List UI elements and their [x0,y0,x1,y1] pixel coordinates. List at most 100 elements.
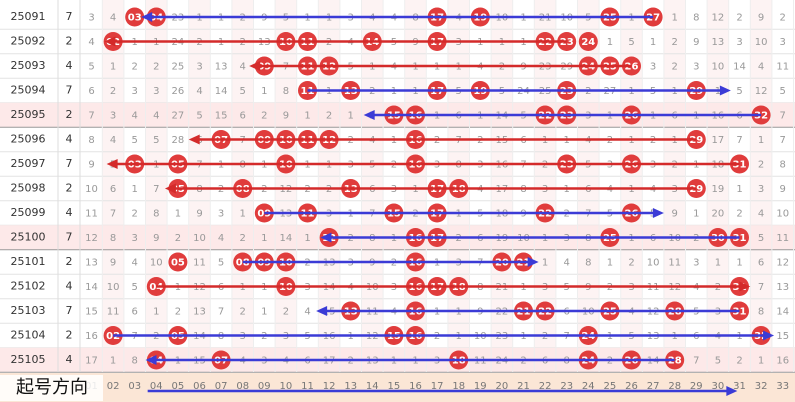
miss-count: 6 [132,307,138,318]
column-label: 09 [258,381,271,392]
miss-count: 5 [132,135,138,146]
miss-count: 9 [110,258,116,269]
miss-count: 1 [693,209,699,220]
miss-count: 4 [153,111,159,122]
miss-count: 7 [110,209,116,220]
issue: 25093 [11,59,46,72]
miss-count: 1 [672,13,678,24]
issue: 25103 [11,304,46,317]
miss-count: 26 [172,86,185,97]
miss-count: 2 [240,307,246,318]
column-stripe [750,0,772,372]
miss-count: 4 [240,62,246,73]
miss-count: 1 [758,135,764,146]
miss-count: 2 [132,209,138,220]
column-stripe [188,0,211,372]
miss-count: 10 [647,258,660,269]
direction-caption: 起号方向 [16,377,88,398]
miss-count: 4 [758,62,764,73]
arrow-head [726,386,738,396]
miss-count: 1 [261,233,267,244]
sum-value: 4 [66,133,73,146]
arrow-head [164,183,176,194]
column-label: 14 [366,381,379,392]
column-label: 02 [107,381,120,392]
miss-count: 10 [107,282,120,293]
miss-count: 10 [150,258,163,269]
miss-count: 4 [758,209,764,220]
column-label: 08 [236,381,249,392]
column-stripe [577,0,600,372]
column-label: 29 [690,381,703,392]
column-label: 23 [560,381,573,392]
miss-count: 5 [240,86,246,97]
ball-number: 28 [668,356,682,367]
miss-count: 3 [780,37,786,48]
miss-count: 8 [780,160,786,171]
issue: 25091 [11,10,46,23]
miss-count: 5 [88,62,94,73]
miss-count: 8 [153,209,159,220]
ball-number: 29 [689,184,703,195]
miss-count: 8 [693,13,699,24]
miss-count: 3 [758,184,764,195]
miss-count: 5 [196,111,202,122]
column-label: 06 [193,381,206,392]
column-label: 27 [647,381,660,392]
column-label: 11 [301,381,314,392]
miss-count: 1 [736,258,742,269]
miss-count: 14 [215,86,228,97]
miss-count: 4 [110,13,116,24]
column-stripe [620,0,643,372]
miss-count: 9 [693,37,699,48]
issue: 25101 [11,255,46,268]
footer: 0102030405060708091011121314151617181920… [0,373,795,402]
ball-number: 31 [733,160,747,171]
miss-count: 11 [668,258,681,269]
ball-number: 05 [171,258,185,269]
miss-count: 9 [780,184,786,195]
miss-count: 1 [607,37,613,48]
arrow-head [320,232,332,243]
miss-count: 7 [693,356,699,367]
column-label: 17 [431,381,444,392]
miss-count: 3 [218,209,224,220]
miss-count: 1 [175,209,181,220]
miss-count: 16 [776,356,789,367]
sum-value: 2 [66,108,73,121]
column-label: 07 [215,381,228,392]
column-label: 18 [452,381,465,392]
miss-count: 2 [153,62,159,73]
miss-count: 11 [107,307,120,318]
miss-count: 1 [650,37,656,48]
miss-count: 5 [715,356,721,367]
issue: 25099 [11,206,46,219]
ball [125,7,145,27]
miss-count: 14 [280,233,293,244]
column-label: 21 [517,381,530,392]
miss-count: 6 [88,86,94,97]
miss-count: 8 [283,86,289,97]
column-stripe [663,0,686,372]
issue: 25092 [11,35,46,48]
miss-count: 8 [585,258,591,269]
column-label: 15 [388,381,401,392]
miss-count: 7 [780,135,786,146]
miss-count: 9 [196,209,202,220]
sum-value: 7 [66,84,73,97]
column-label: 05 [172,381,185,392]
column-label: 28 [668,381,681,392]
issue: 25097 [11,157,46,170]
arrow-head [527,257,539,267]
miss-count: 9 [283,111,289,122]
miss-count: 3 [693,62,699,73]
miss-count: 3 [132,233,138,244]
miss-count: 11 [776,62,789,73]
miss-count: 11 [85,209,98,220]
miss-count: 4 [218,233,224,244]
miss-count: 3 [88,13,94,24]
column-label: 20 [496,381,509,392]
miss-count: 13 [776,282,789,293]
miss-count: 14 [733,62,746,73]
miss-count: 2 [758,160,764,171]
